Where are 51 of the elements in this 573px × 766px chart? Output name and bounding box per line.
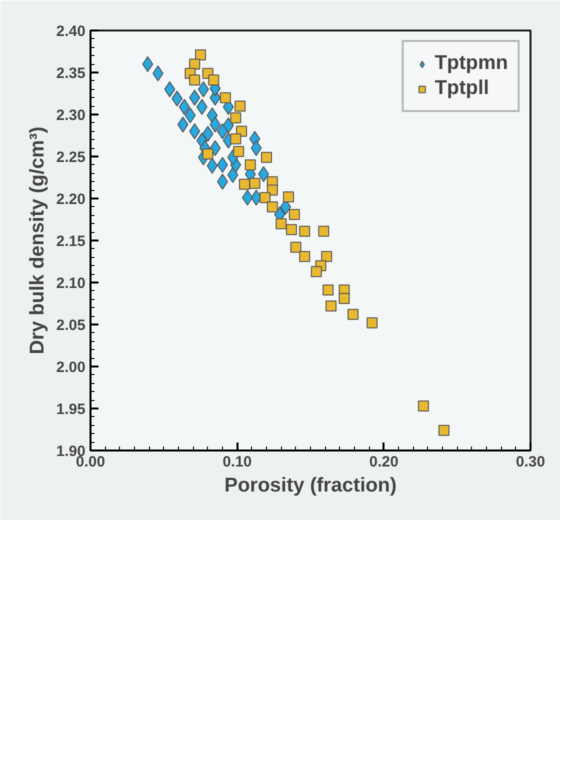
- y-tick-label: 2.15: [56, 233, 86, 250]
- point: [318, 226, 330, 237]
- point: [195, 49, 206, 60]
- point: [286, 224, 297, 236]
- point: [234, 100, 246, 112]
- point: [418, 400, 429, 412]
- x-tick-label: 0.20: [369, 454, 398, 470]
- y-tick-label: 2.05: [56, 317, 86, 334]
- y-axis-title: Dry bulk density (g/cm³): [26, 126, 48, 354]
- point: [299, 226, 310, 237]
- point: [266, 201, 278, 212]
- point: [348, 308, 359, 320]
- point: [326, 300, 337, 312]
- y-tick-label: 2.30: [56, 107, 86, 124]
- point: [322, 284, 334, 296]
- x-axis-title: Porosity (fraction): [224, 474, 397, 496]
- point: [310, 266, 322, 278]
- point: [299, 250, 310, 262]
- point: [202, 148, 214, 160]
- point: [276, 218, 287, 230]
- point: [338, 292, 350, 304]
- y-tick-label: 2.25: [56, 149, 86, 166]
- point: [266, 184, 278, 196]
- legend-label: Tptpll: [434, 77, 490, 100]
- point: [261, 152, 272, 163]
- point: [366, 317, 378, 328]
- point: [208, 74, 220, 86]
- x-tick-label: 0.10: [222, 454, 252, 470]
- point: [260, 192, 271, 204]
- point: [321, 250, 332, 262]
- point: [249, 178, 260, 189]
- y-tick-label: 2.35: [56, 65, 86, 82]
- point: [239, 178, 250, 190]
- point: [220, 92, 231, 104]
- legend-label: Tptpmn: [434, 52, 508, 75]
- y-tick-label: 1.95: [56, 401, 86, 418]
- point: [244, 159, 256, 170]
- point: [189, 58, 200, 70]
- y-tick-label: 2.20: [56, 191, 86, 208]
- point: [438, 424, 450, 436]
- point: [233, 146, 244, 157]
- y-tick-label: 2.00: [56, 359, 86, 376]
- point: [230, 112, 242, 124]
- point: [189, 74, 200, 86]
- y-tick-label: 2.10: [56, 275, 86, 292]
- x-tick-label: 0.30: [516, 454, 546, 470]
- point: [290, 242, 302, 253]
- y-tick-label: 2.40: [56, 23, 86, 40]
- point: [288, 208, 300, 220]
- point: [230, 133, 242, 144]
- point: [283, 191, 294, 202]
